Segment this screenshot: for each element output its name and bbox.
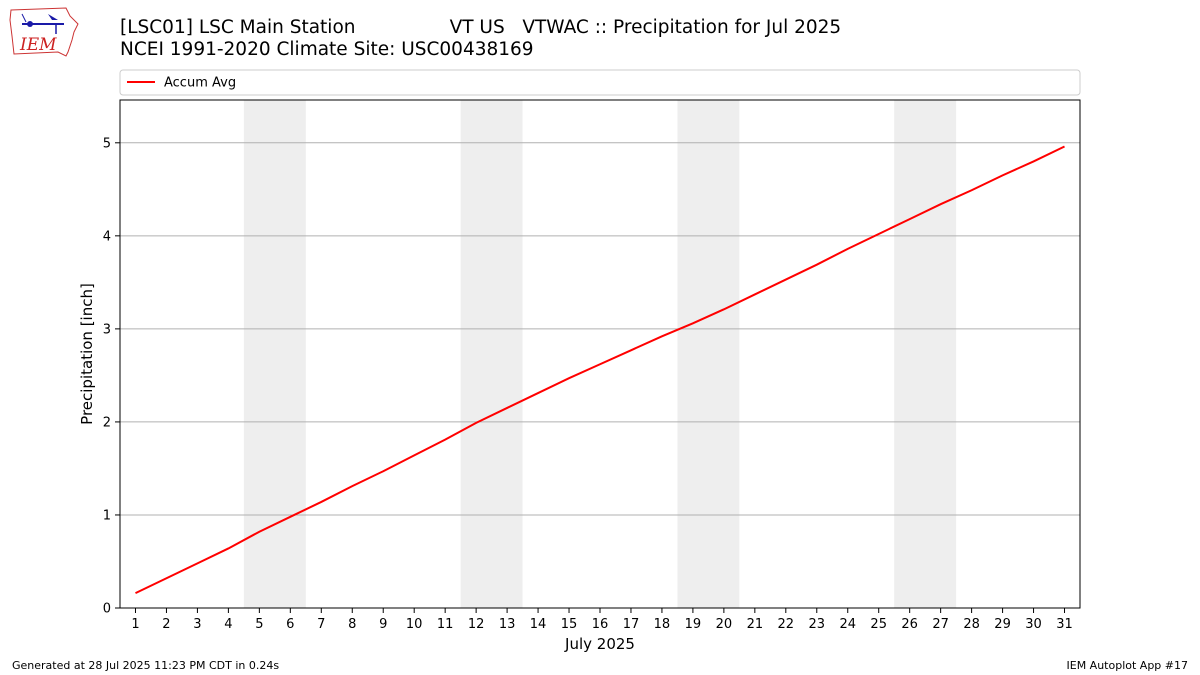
x-tick-label: 24 <box>839 617 856 632</box>
x-tick-label: 5 <box>255 617 263 632</box>
iowa-outline-shape <box>9 7 79 57</box>
x-tick-label: 19 <box>685 617 702 632</box>
x-tick-label: 6 <box>286 617 294 632</box>
x-tick-label: 30 <box>1025 617 1042 632</box>
x-tick-label: 8 <box>348 617 356 632</box>
y-tick-label: 4 <box>103 229 111 244</box>
x-tick-label: 23 <box>809 617 826 632</box>
x-tick-label: 26 <box>901 617 918 632</box>
weekend-band-2 <box>460 100 523 608</box>
x-tick-label: 31 <box>1056 617 1073 632</box>
chart-subtitle: NCEI 1991-2020 Climate Site: USC00438169 <box>120 39 534 60</box>
weekend-band-4 <box>894 100 957 608</box>
x-tick-label: 29 <box>994 617 1011 632</box>
weekend-band-1 <box>243 100 306 608</box>
x-tick-label: 10 <box>406 617 423 632</box>
x-tick-label: 21 <box>747 617 764 632</box>
x-tick-label: 22 <box>778 617 795 632</box>
x-tick-label: 28 <box>963 617 980 632</box>
x-tick-label: 27 <box>932 617 949 632</box>
legend-label: Accum Avg <box>164 76 236 91</box>
y-tick-label: 0 <box>103 602 111 617</box>
x-tick-label: 25 <box>870 617 887 632</box>
app-label: IEM Autoplot App #17 <box>1066 659 1189 672</box>
x-tick-label: 2 <box>162 617 170 632</box>
generated-timestamp: Generated at 28 Jul 2025 11:23 PM CDT in… <box>12 659 280 672</box>
x-tick-label: 4 <box>224 617 232 632</box>
y-tick-label: 2 <box>103 415 111 430</box>
x-tick-label: 18 <box>654 617 671 632</box>
x-tick-label: 14 <box>530 617 547 632</box>
x-tick-label: 20 <box>716 617 733 632</box>
logo-text: IEM <box>19 35 57 55</box>
x-tick-label: 12 <box>468 617 485 632</box>
chart-title: [LSC01] LSC Main Station VT US VTWAC :: … <box>120 17 842 38</box>
series-line-accum-avg <box>135 145 1065 595</box>
y-axis-label: Precipitation [inch] <box>78 283 96 425</box>
weekend-band-3 <box>677 100 740 608</box>
x-tick-label: 13 <box>499 617 516 632</box>
y-tick-label: 5 <box>103 136 111 151</box>
x-tick-label: 15 <box>561 617 578 632</box>
x-tick-label: 17 <box>623 617 640 632</box>
x-tick-label: 11 <box>437 617 454 632</box>
x-tick-label: 3 <box>193 617 201 632</box>
iem-logo: IEM <box>9 7 79 57</box>
x-tick-label: 16 <box>592 617 609 632</box>
y-tick-label: 3 <box>103 322 111 337</box>
legend-box <box>119 69 1081 96</box>
legend: Accum Avg <box>119 69 1081 96</box>
y-tick-label: 1 <box>103 508 111 523</box>
x-tick-label: 1 <box>131 617 139 632</box>
x-tick-label: 7 <box>317 617 325 632</box>
x-tick-label: 9 <box>379 617 387 632</box>
x-axis-label: July 2025 <box>564 635 635 653</box>
